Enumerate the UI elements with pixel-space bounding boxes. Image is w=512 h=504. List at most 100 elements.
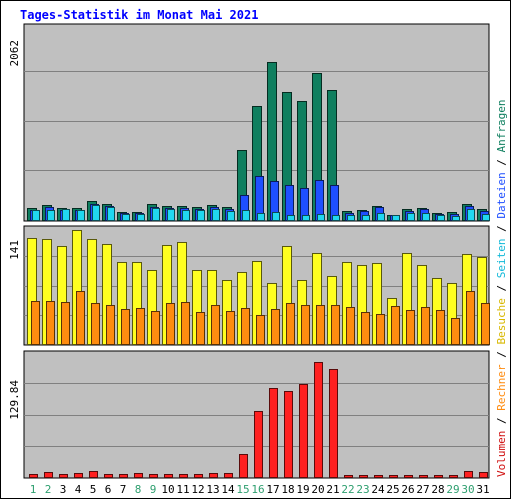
x-axis-label: 20 (311, 483, 324, 496)
bar-volumen (119, 474, 128, 478)
legend-entry: Anfragen (495, 99, 508, 152)
y-max-label: 129.84 (8, 380, 21, 420)
bar-rechner (136, 308, 145, 345)
x-axis-label: 10 (161, 483, 174, 496)
bar-seiten (422, 213, 430, 221)
x-axis-label: 29 (446, 483, 459, 496)
bar-rechner (376, 314, 385, 345)
bar-volumen (89, 471, 98, 478)
bar-seiten (182, 210, 190, 221)
bar-volumen (59, 474, 68, 478)
x-axis-label: 9 (150, 483, 157, 496)
bar-seiten (32, 210, 40, 221)
bar-seiten (437, 215, 445, 221)
bar-volumen (479, 472, 488, 478)
x-axis-label: 13 (206, 483, 219, 496)
x-axis-label: 18 (281, 483, 294, 496)
bar-seiten (467, 209, 475, 221)
legend-entry: Dateien (495, 172, 508, 218)
x-axis-label: 22 (341, 483, 354, 496)
bar-rechner (391, 306, 400, 345)
x-axis-label: 7 (120, 483, 127, 496)
bar-rechner (451, 318, 460, 345)
bar-volumen (449, 475, 458, 478)
bar-rechner (166, 303, 175, 345)
legend-entry: / (495, 219, 508, 239)
legend-entry: / (495, 152, 508, 172)
bar-rechner (226, 311, 235, 345)
bar-seiten (407, 213, 415, 221)
x-axis-label: 14 (221, 483, 235, 496)
bar-volumen (299, 384, 308, 478)
bar-seiten (152, 208, 160, 221)
bar-rechner (346, 307, 355, 345)
bar-rechner (406, 310, 415, 345)
bar-seiten (197, 210, 205, 221)
y-max-label: 2062 (8, 40, 21, 67)
bar-rechner (286, 303, 295, 345)
bar-volumen (344, 475, 353, 478)
bar-seiten (77, 210, 85, 221)
bar-rechner (196, 312, 205, 345)
bar-volumen (389, 475, 398, 478)
x-axis-label: 27 (416, 483, 429, 496)
legend: Volumen / Rechner / Besuche / Seiten / D… (495, 99, 508, 477)
bar-rechner (241, 308, 250, 345)
x-axis-label: 30 (461, 483, 474, 496)
bar-seiten (212, 209, 220, 221)
bar-seiten (257, 213, 265, 221)
bar-rechner (331, 305, 340, 345)
bar-volumen (74, 473, 83, 478)
bar-rechner (121, 309, 130, 345)
legend-entry: Besuche (495, 298, 508, 344)
x-axis-label: 17 (266, 483, 279, 496)
x-axis-label: 5 (90, 483, 97, 496)
x-axis-label: 26 (401, 483, 414, 496)
x-axis-label: 8 (135, 483, 142, 496)
x-axis-label: 2 (45, 483, 52, 496)
bar-volumen (224, 473, 233, 478)
bar-rechner (181, 302, 190, 345)
bar-rechner (76, 291, 85, 345)
bar-seiten (107, 207, 115, 221)
bar-volumen (404, 475, 413, 478)
bar-volumen (314, 362, 323, 478)
bar-seiten (302, 215, 310, 221)
bar-rechner (211, 305, 220, 345)
bar-seiten (362, 215, 370, 221)
bar-volumen (254, 411, 263, 478)
bar-rechner (436, 310, 445, 345)
legend-entry: / (495, 411, 508, 431)
x-axis-label: 11 (176, 483, 189, 496)
bar-seiten (377, 213, 385, 221)
bar-rechner (481, 303, 490, 345)
bar-volumen (359, 475, 368, 478)
x-axis-label: 4 (75, 483, 82, 496)
x-axis-label: 15 (236, 483, 249, 496)
bar-rechner (301, 305, 310, 345)
bar-seiten (92, 205, 100, 221)
bar-volumen (284, 391, 293, 478)
chart-title: Tages-Statistik im Monat Mai 2021 (20, 8, 259, 22)
bar-volumen (209, 473, 218, 478)
x-axis-label: 25 (386, 483, 399, 496)
bar-rechner (271, 309, 280, 345)
bar-seiten (452, 216, 460, 221)
legend-entry: / (495, 278, 508, 298)
bar-volumen (419, 475, 428, 478)
x-axis-label: 31 (476, 483, 489, 496)
bar-volumen (29, 474, 38, 478)
bar-rechner (151, 311, 160, 345)
x-axis-label: 28 (431, 483, 444, 496)
bar-volumen (464, 471, 473, 478)
x-axis-label: 24 (371, 483, 385, 496)
x-axis-label: 1 (30, 483, 37, 496)
bar-rechner (106, 305, 115, 345)
bar-volumen (434, 475, 443, 478)
legend-entry: Volumen (495, 431, 508, 477)
bar-volumen (134, 473, 143, 478)
bar-rechner (46, 301, 55, 345)
